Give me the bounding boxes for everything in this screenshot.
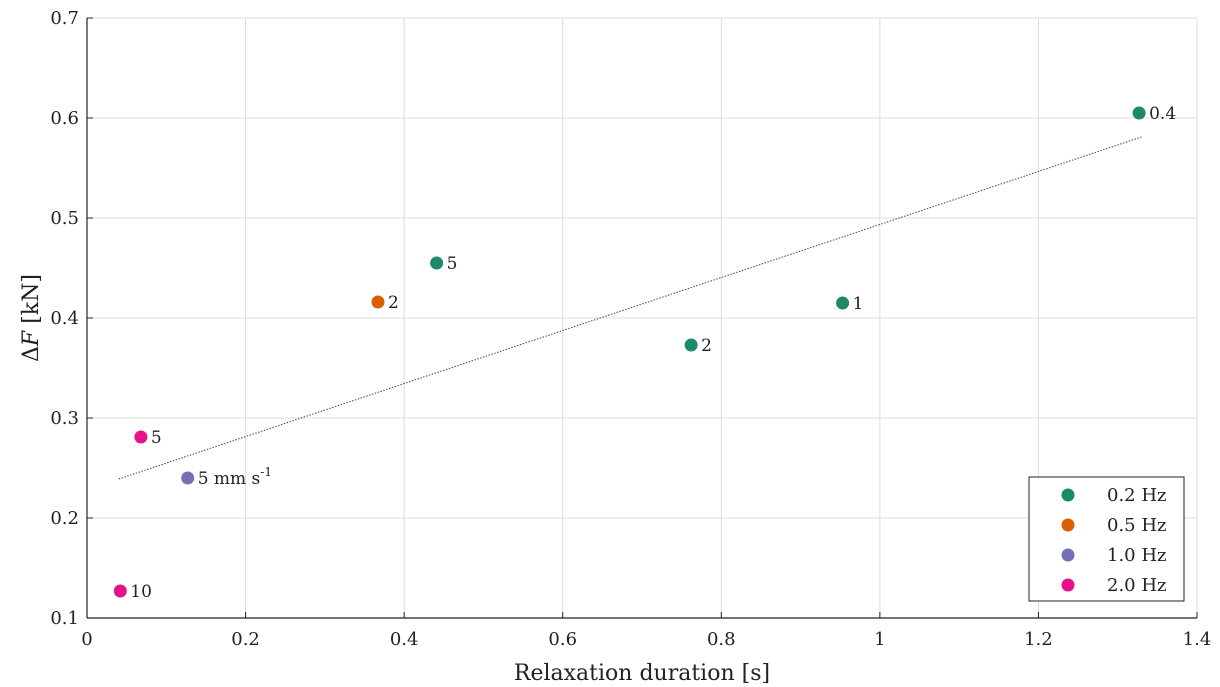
grid-lines [86,17,1198,619]
y-tick-label: 0.4 [50,308,79,329]
legend-entry-label: 2.0 Hz [1107,575,1167,596]
x-tick-label: 0.6 [548,629,577,650]
y-axis-label: ΔF [kN] [19,274,44,362]
data-point [684,338,698,352]
legend-entry-label: 1.0 Hz [1107,545,1167,566]
data-point-label-text: 5 [447,254,458,274]
data-point-label: 5 mm s-1 [198,465,272,489]
y-axis-ticks: 0.1 0.2 0.3 0.4 0.5 0.6 0.7 [50,8,93,629]
data-point-label: 10 [130,582,152,602]
data-point-label-text: 1 [853,294,864,314]
data-point [836,296,850,310]
data-point [134,430,148,444]
x-tick-label: 1.2 [1024,629,1053,650]
legend-marker [1061,578,1075,592]
x-axis-label: Relaxation duration [s] [514,661,770,686]
data-point-label: 2 [388,293,399,313]
x-tick-label: 0.2 [231,629,260,650]
data-point [113,584,127,598]
data-point [371,295,385,309]
y-axis-label-symbol: F [19,330,44,347]
trend-line [118,136,1142,480]
data-point-label-text: 0.4 [1149,104,1176,124]
data-point-label-text: 5 [151,428,162,448]
x-tick-label: 1.4 [1183,629,1212,650]
x-tick-label: 0.4 [390,629,419,650]
data-point-label: 5 [151,428,162,448]
legend-entry-label: 0.2 Hz [1107,485,1167,506]
data-point-label-superscript: -1 [260,465,272,479]
data-point-label: 2 [701,336,712,356]
y-axis-label-unit: [kN] [19,274,44,331]
x-tick-label: 1 [874,629,885,650]
data-point-label-text: 2 [388,293,399,313]
data-point-label-text: 5 mm s [198,469,261,489]
data-point [430,256,444,270]
data-point-label-text: 10 [130,582,152,602]
data-point-label: 0.4 [1149,104,1176,124]
legend: 0.2 Hz 0.5 Hz 1.0 Hz 2.0 Hz [1028,476,1185,602]
x-axis-ticks: 0 0.2 0.4 0.6 0.8 1 1.2 1.4 [81,612,1211,650]
y-tick-label: 0.6 [50,108,79,129]
legend-box [1028,476,1185,602]
data-point-label: 1 [853,294,864,314]
data-point-label: 5 [447,254,458,274]
y-tick-label: 0.7 [50,8,79,29]
legend-marker [1061,518,1075,532]
legend-marker [1061,488,1075,502]
data-point-label-text: 2 [701,336,712,356]
y-tick-label: 0.5 [50,208,79,229]
data-point [181,471,195,485]
data-point [1132,106,1146,120]
data-points: 0.4 5 1 2 2 5 mm s-1 5 10 [113,104,1176,602]
y-tick-label: 0.3 [50,408,79,429]
x-tick-label: 0 [81,629,92,650]
y-tick-label: 0.1 [50,608,79,629]
y-tick-label: 0.2 [50,508,79,529]
legend-marker [1061,548,1075,562]
x-tick-label: 0.8 [707,629,736,650]
legend-entry-label: 0.5 Hz [1107,515,1167,536]
y-axis-label-delta: Δ [19,346,44,362]
